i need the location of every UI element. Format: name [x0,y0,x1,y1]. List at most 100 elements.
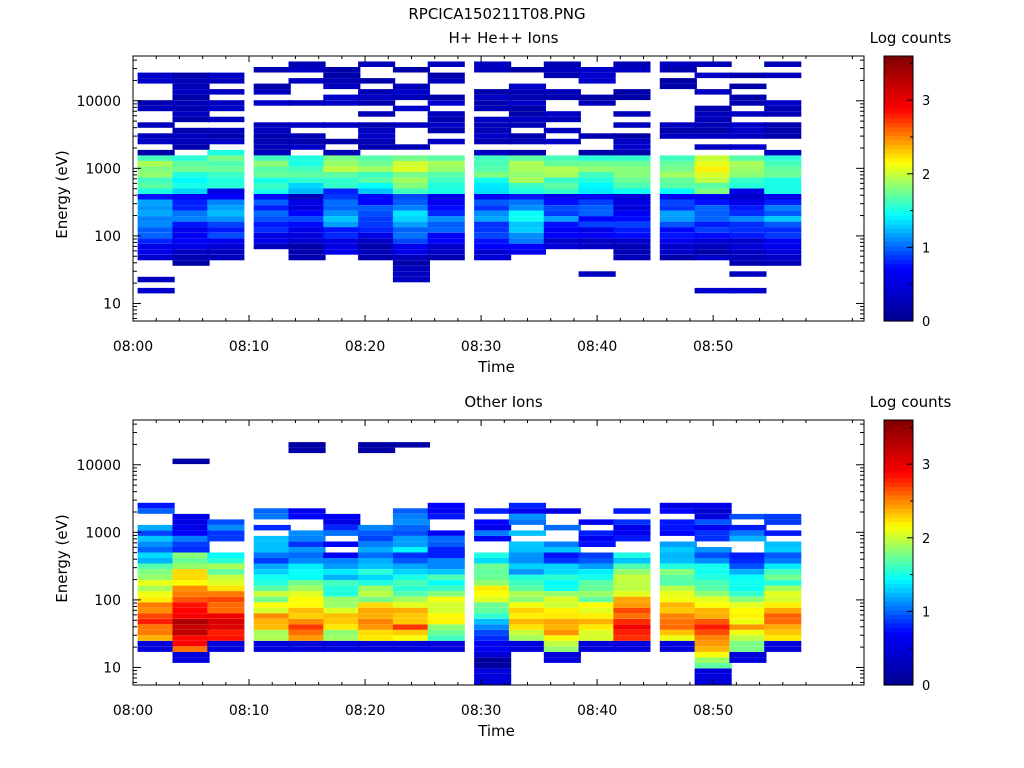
heatmap-cell [764,155,802,161]
heatmap-cell [253,144,291,150]
heatmap-cell [729,83,767,90]
heatmap-cell [392,513,430,520]
heatmap-cell [474,524,512,531]
colorbar-tick-label: 3 [922,94,930,109]
colorbar-segment [884,109,913,115]
heatmap-cell [764,105,802,112]
heatmap-cell [543,552,581,558]
heatmap-cell [694,254,732,261]
heatmap-cell [288,238,326,244]
heatmap-cell [508,177,546,183]
heatmap-cell [358,596,396,603]
heatmap-cell [392,519,430,525]
heatmap-cell [392,199,430,205]
heatmap-cell [323,149,361,156]
heatmap-cell [358,243,396,250]
heatmap-cell [613,166,651,172]
heatmap-cell [694,166,732,172]
heatmap-cell [578,591,616,597]
colorbar-frame [883,55,914,322]
heatmap-cell [543,116,581,123]
heatmap-cell [474,155,512,161]
heatmap-cell [764,513,802,520]
heatmap-cell [694,574,732,581]
heatmap-cell [358,629,396,636]
heatmap-cell [172,138,210,145]
colorbar-segment [884,232,913,238]
heatmap-cell [578,100,616,106]
heatmap-cell [474,227,512,233]
heatmap-cell [172,607,210,614]
heatmap-cell [253,138,291,145]
heatmap-cell [508,552,546,558]
heatmap-cell [578,535,616,542]
heatmap-cell [137,618,175,625]
heatmap-cell [137,100,175,106]
heatmap-cell [427,635,465,641]
heatmap-cell [172,624,210,630]
heatmap-cell [474,232,512,239]
colorbar-tick-label: 0 [922,679,930,694]
heatmap-cell [207,618,245,625]
colorbar-segment [884,552,913,558]
heatmap-cell [207,171,245,178]
heatmap-cell [172,227,210,233]
heatmap-cell [474,254,512,261]
colorbar-segment [884,259,913,265]
heatmap-cell [613,188,651,194]
heatmap-cell [207,72,245,79]
heatmap-cell [729,574,767,581]
heatmap-cell [764,640,802,647]
heatmap-cell [694,188,732,194]
heatmap-cell [288,629,326,636]
heatmap-cell [253,199,291,205]
y-axis-label: Energy (eV) [53,150,71,238]
heatmap-cell [358,552,396,558]
heatmap-cell [578,596,616,603]
heatmap-cell [543,585,581,592]
colorbar-segment [884,574,913,580]
heatmap-cell [288,133,326,139]
heatmap-cell [543,238,581,244]
heatmap-cell [253,166,291,172]
heatmap-cell [508,100,546,106]
heatmap-cell [427,160,465,167]
heatmap-cell [578,166,616,172]
colorbar-segment [884,517,913,523]
heatmap-cell [253,100,291,106]
heatmap-cell [659,613,697,619]
heatmap-cell [543,177,581,183]
heatmap-cell [613,254,651,261]
x-axis-label: Time [477,358,515,376]
heatmap-cell [392,552,430,558]
heatmap-cell [288,552,326,558]
colorbar-segment [884,250,913,256]
colorbar-segment [884,219,913,225]
heatmap-cell [659,254,697,261]
heatmap-cell [729,183,767,189]
heatmap-cell [694,519,732,525]
heatmap-cell [764,530,802,536]
heatmap-cell [578,602,616,608]
heatmap-cell [729,558,767,564]
heatmap-cell [427,602,465,608]
heatmap-cell [137,541,175,547]
heatmap-cell [137,287,175,294]
heatmap-cell [207,116,245,123]
heatmap-cell [729,602,767,608]
heatmap-cell [613,249,651,255]
heatmap-cell [729,563,767,569]
heatmap-cell [392,618,430,625]
heatmap-cell [543,563,581,569]
heatmap-cell [764,558,802,564]
heatmap-cell [323,155,361,161]
heatmap-cell [288,221,326,228]
heatmap-cell [137,607,175,614]
x-tick-label: 08:00 [113,703,153,719]
heatmap-cell [729,657,767,663]
y-tick-label: 100 [94,593,121,609]
heatmap-cell [323,122,361,128]
heatmap-cell [694,221,732,228]
heatmap-cell [764,618,802,625]
heatmap-cell [427,72,465,79]
